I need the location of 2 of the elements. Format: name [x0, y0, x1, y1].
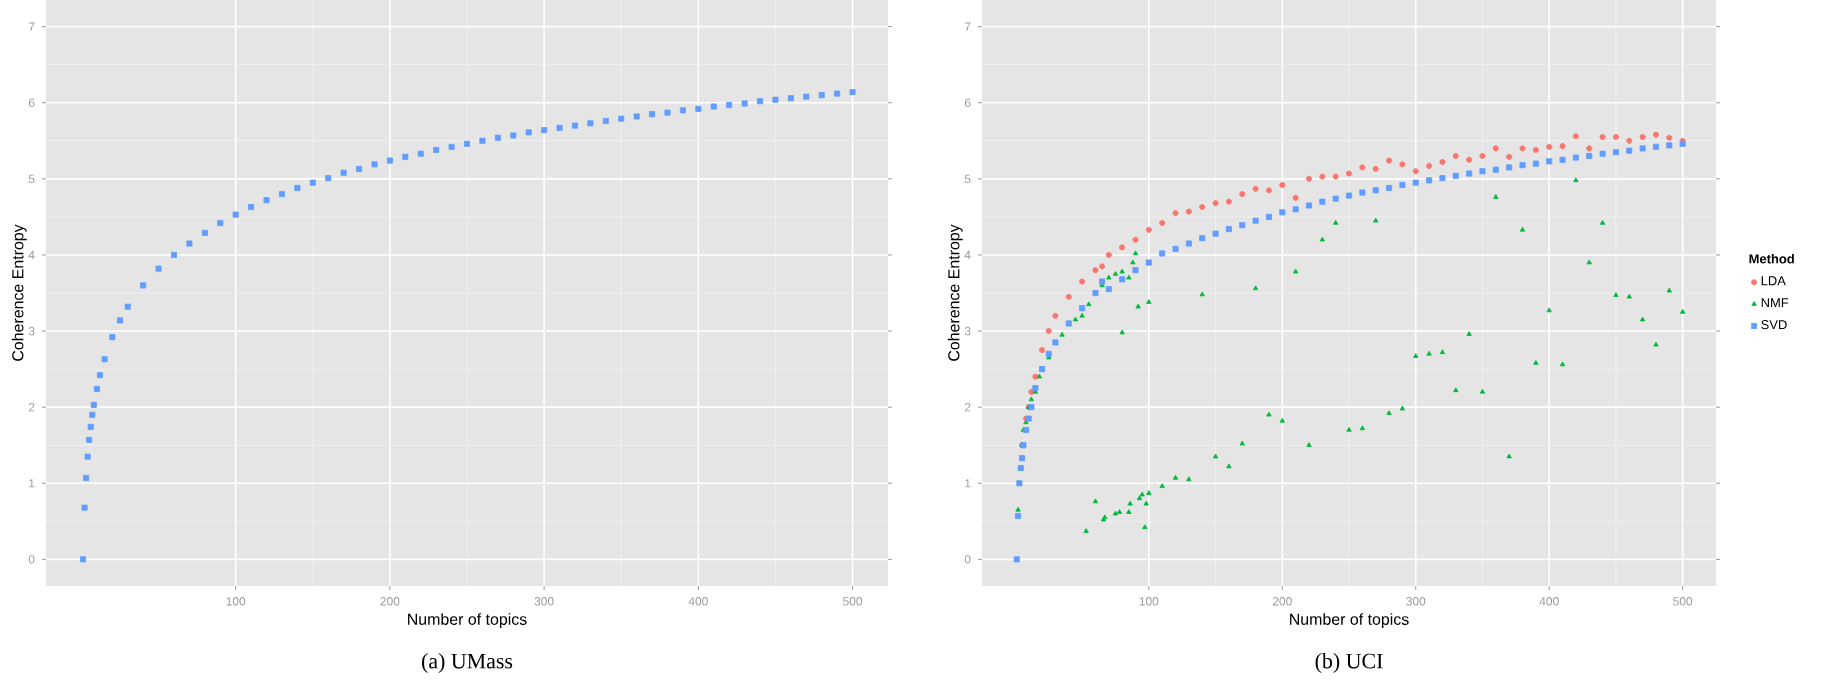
text: (a) UMass	[422, 653, 513, 673]
text: (b) UCI	[1315, 653, 1383, 673]
